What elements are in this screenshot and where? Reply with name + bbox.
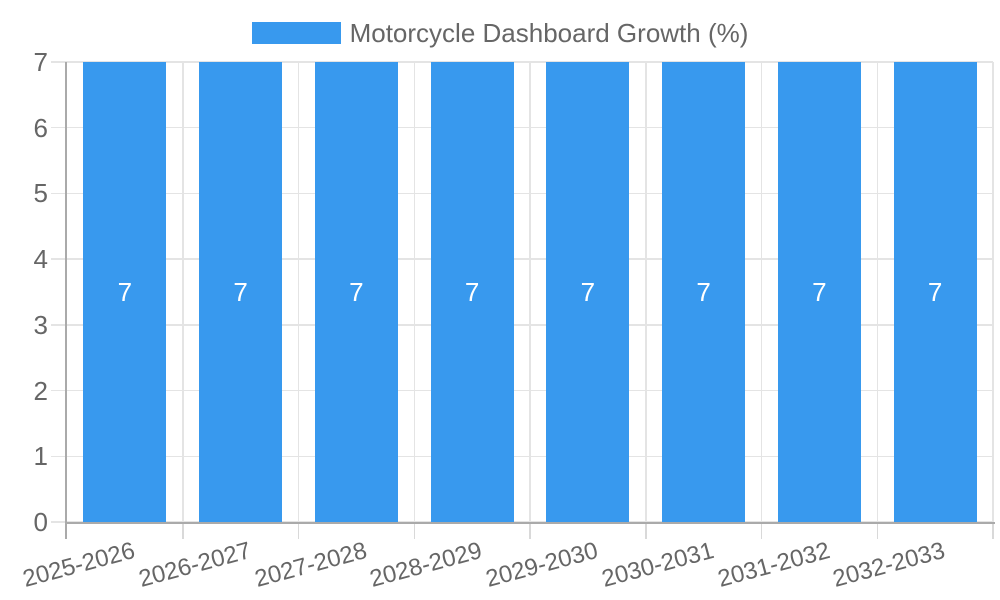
x-axis-label-2030-2031: 2030-2031 [598, 537, 717, 593]
x-tick [413, 522, 415, 539]
x-axis-label-2032-2033: 2032-2033 [830, 537, 949, 593]
bar-2026-2027[interactable] [199, 62, 283, 522]
v-gridline [876, 62, 878, 522]
v-gridline [413, 62, 415, 522]
bar-value-label-2026-2027: 7 [233, 277, 248, 307]
y-axis-label-3: 3 [33, 309, 48, 340]
x-tick [645, 522, 647, 539]
chart-title: Motorcycle Dashboard Growth (%) [349, 18, 749, 48]
bar-2030-2031[interactable] [662, 62, 746, 522]
bar-value-label-2031-2032: 7 [812, 277, 827, 307]
x-tick [760, 522, 763, 539]
x-axis-label-2028-2029: 2028-2029 [367, 537, 486, 593]
bar-2031-2032[interactable] [777, 62, 861, 522]
h-gridline [51, 258, 993, 260]
y-axis-line [65, 62, 67, 524]
x-axis-label-2025-2026: 2025-2026 [20, 537, 138, 593]
y-axis-label-2: 2 [33, 375, 48, 406]
v-gridline [297, 62, 300, 522]
h-gridline [51, 389, 993, 392]
bar-2032-2033[interactable] [893, 62, 977, 522]
h-gridline [51, 61, 993, 63]
h-gridline [51, 192, 993, 195]
v-gridline [645, 62, 647, 522]
y-axis-label-1: 1 [33, 441, 48, 472]
h-gridline [51, 126, 993, 129]
bar-2029-2030[interactable] [546, 62, 630, 522]
v-gridline [529, 62, 531, 522]
v-gridline [182, 62, 184, 522]
x-axis-label-2029-2030: 2029-2030 [483, 537, 601, 593]
bar-value-label-2030-2031: 7 [696, 277, 711, 307]
y-axis-label-5: 5 [33, 178, 48, 209]
chart-legend[interactable]: Motorcycle Dashboard Growth (%) [0, 18, 1000, 48]
x-axis-label-2027-2028: 2027-2028 [251, 537, 370, 593]
bar-2027-2028[interactable] [314, 62, 398, 522]
bar-2028-2029[interactable] [430, 62, 514, 522]
bar-value-label-2028-2029: 7 [464, 277, 480, 307]
y-axis-label-4: 4 [33, 244, 48, 275]
x-tick [992, 522, 994, 539]
bar-value-label-2032-2033: 7 [927, 277, 943, 307]
h-gridline [51, 455, 993, 458]
x-axis-label-2031-2032: 2031-2032 [714, 537, 833, 593]
bar-value-label-2029-2030: 7 [580, 277, 596, 307]
x-tick [297, 522, 300, 539]
x-axis-label-2026-2027: 2026-2027 [135, 537, 254, 593]
legend-swatch [251, 22, 341, 44]
h-gridline [51, 324, 993, 326]
x-tick [182, 522, 184, 539]
y-axis-label-7: 7 [33, 47, 48, 77]
v-gridline [760, 62, 763, 522]
y-axis-label-0: 0 [33, 507, 48, 537]
x-tick [876, 522, 878, 539]
bar-2025-2026[interactable] [83, 62, 167, 522]
y-axis-label-6: 6 [33, 112, 48, 143]
v-gridline [992, 62, 994, 522]
x-tick [65, 522, 67, 539]
x-axis-line [65, 522, 995, 524]
bar-value-label-2025-2026: 7 [117, 277, 133, 307]
bar-value-label-2027-2028: 7 [349, 277, 364, 307]
x-tick [529, 522, 531, 539]
